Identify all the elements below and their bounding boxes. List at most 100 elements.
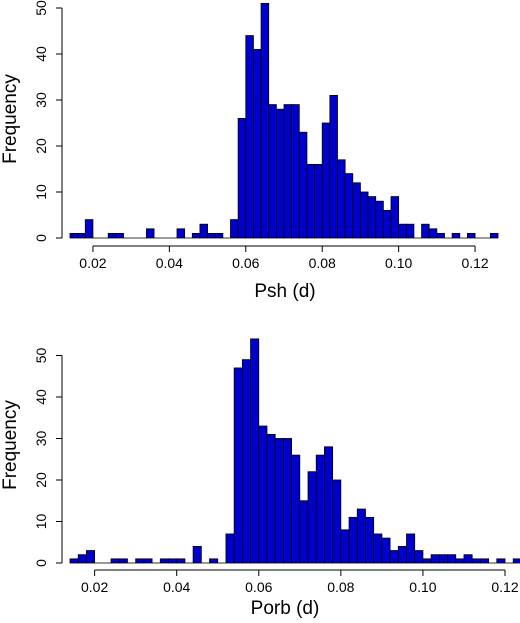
histogram-bar bbox=[298, 131, 308, 239]
histogram-bar bbox=[438, 554, 448, 564]
histogram-bar bbox=[69, 232, 79, 239]
histogram-bar bbox=[398, 223, 407, 239]
x-tick-label: 0.06 bbox=[232, 255, 259, 271]
histogram-bar bbox=[512, 558, 520, 564]
histogram-bar bbox=[233, 367, 243, 564]
histogram-bar bbox=[268, 104, 277, 239]
histogram-bar bbox=[389, 550, 399, 564]
histogram-bar bbox=[414, 550, 424, 564]
histogram-bar bbox=[352, 182, 361, 239]
histogram-bar bbox=[447, 554, 457, 564]
histogram-bar bbox=[479, 558, 489, 564]
y-tick-label: 50 bbox=[33, 348, 49, 364]
histogram-bar bbox=[436, 232, 445, 239]
histogram-bar bbox=[107, 232, 117, 239]
histogram-bar bbox=[337, 159, 346, 239]
histogram-bar bbox=[260, 3, 270, 239]
histogram-bar bbox=[241, 359, 251, 564]
histogram-bar bbox=[428, 228, 438, 239]
histogram-bar bbox=[291, 454, 301, 564]
histogram-bar bbox=[390, 196, 400, 239]
histogram-bar bbox=[275, 108, 285, 239]
bars-psh bbox=[69, 3, 499, 239]
histogram-bar bbox=[283, 104, 293, 239]
histogram-bar bbox=[315, 454, 325, 564]
histogram-bar bbox=[324, 446, 334, 564]
histogram-bar bbox=[340, 529, 350, 564]
histogram-bar bbox=[230, 219, 239, 239]
y-tick-label: 10 bbox=[33, 184, 49, 200]
histogram-bar bbox=[365, 516, 375, 564]
x-axis-title-porb: Porb (d) bbox=[251, 598, 320, 619]
x-tick-label: 0.12 bbox=[491, 579, 518, 595]
histogram-bar bbox=[496, 558, 506, 564]
x-tick-label: 0.10 bbox=[409, 579, 436, 595]
y-axis-title-psh: Frequency bbox=[0, 74, 21, 164]
x-tick-label: 0.08 bbox=[327, 579, 354, 595]
histogram-bar bbox=[307, 471, 317, 564]
histogram-bar bbox=[367, 196, 377, 239]
y-axis-psh: 0 10 20 30 40 50 bbox=[33, 0, 63, 242]
histogram-bar bbox=[86, 550, 96, 564]
histogram-bar bbox=[69, 558, 79, 564]
histogram-bar bbox=[209, 558, 219, 564]
y-tick-label: 20 bbox=[33, 472, 49, 488]
histogram-bar bbox=[471, 558, 481, 564]
x-tick-label: 0.04 bbox=[156, 255, 183, 271]
histogram-bar bbox=[176, 558, 186, 564]
histogram-bar bbox=[115, 232, 124, 239]
y-axis-porb: 0 10 20 30 40 50 bbox=[33, 348, 63, 567]
histogram-bar bbox=[245, 35, 254, 239]
histogram-bar bbox=[250, 338, 260, 564]
histogram-bar bbox=[258, 425, 268, 564]
histogram-bar bbox=[77, 232, 86, 239]
y-axis-title-porb: Frequency bbox=[0, 400, 21, 490]
histogram-bar bbox=[214, 232, 224, 239]
y-tick-label: 20 bbox=[33, 138, 49, 154]
x-tick-label: 0.10 bbox=[385, 255, 412, 271]
histogram-bar bbox=[192, 546, 202, 564]
histogram-bar bbox=[356, 508, 366, 564]
histogram-bar bbox=[237, 118, 247, 239]
histogram-bar bbox=[332, 479, 342, 564]
histogram-panel-psh: 0 10 20 30 40 50 0.02 0.04 0.06 0.08 0.10 0.12 Fre… bbox=[0, 0, 499, 302]
histogram-bar bbox=[405, 223, 415, 239]
histogram-bar bbox=[455, 558, 465, 564]
y-tick-label: 30 bbox=[33, 92, 49, 108]
histogram-bar bbox=[348, 516, 358, 564]
x-axis-title-psh: Psh (d) bbox=[254, 281, 315, 302]
histogram-bar bbox=[375, 200, 384, 239]
histogram-bar bbox=[77, 554, 87, 564]
histogram-bar bbox=[143, 558, 153, 564]
x-axis-porb: 0.02 0.04 0.06 0.08 0.10 0.12 bbox=[81, 569, 519, 595]
histogram-bar bbox=[451, 232, 461, 239]
histogram-bar bbox=[146, 228, 155, 239]
histogram-bar bbox=[467, 232, 476, 239]
x-tick-label: 0.02 bbox=[79, 255, 106, 271]
histogram-bar bbox=[360, 191, 369, 239]
histogram-bar bbox=[373, 533, 383, 564]
histogram-bar bbox=[274, 438, 284, 564]
histogram-bar bbox=[430, 554, 440, 564]
y-tick-label: 10 bbox=[33, 514, 49, 530]
histogram-panel-porb: 0 10 20 30 40 50 0.02 0.04 0.06 0.08 0.10 0.12 Fre… bbox=[0, 338, 520, 619]
bars-porb bbox=[69, 338, 520, 564]
y-tick-label: 50 bbox=[33, 0, 49, 16]
histogram-bar bbox=[299, 500, 309, 564]
histogram-bar bbox=[176, 228, 186, 239]
histogram-bar bbox=[266, 433, 276, 564]
histogram-bar bbox=[463, 554, 473, 564]
histogram-bar bbox=[291, 104, 300, 239]
x-tick-label: 0.02 bbox=[81, 579, 108, 595]
histogram-bar bbox=[314, 163, 323, 239]
histogram-bar bbox=[168, 558, 178, 564]
y-tick-label: 0 bbox=[33, 234, 49, 242]
histogram-bar bbox=[344, 173, 354, 239]
histogram-bar bbox=[306, 163, 315, 239]
histogram-bar bbox=[84, 219, 94, 239]
histogram-bar bbox=[199, 223, 208, 239]
histogram-bar bbox=[329, 95, 338, 239]
y-tick-label: 40 bbox=[33, 389, 49, 405]
histogram-bar bbox=[397, 546, 407, 564]
